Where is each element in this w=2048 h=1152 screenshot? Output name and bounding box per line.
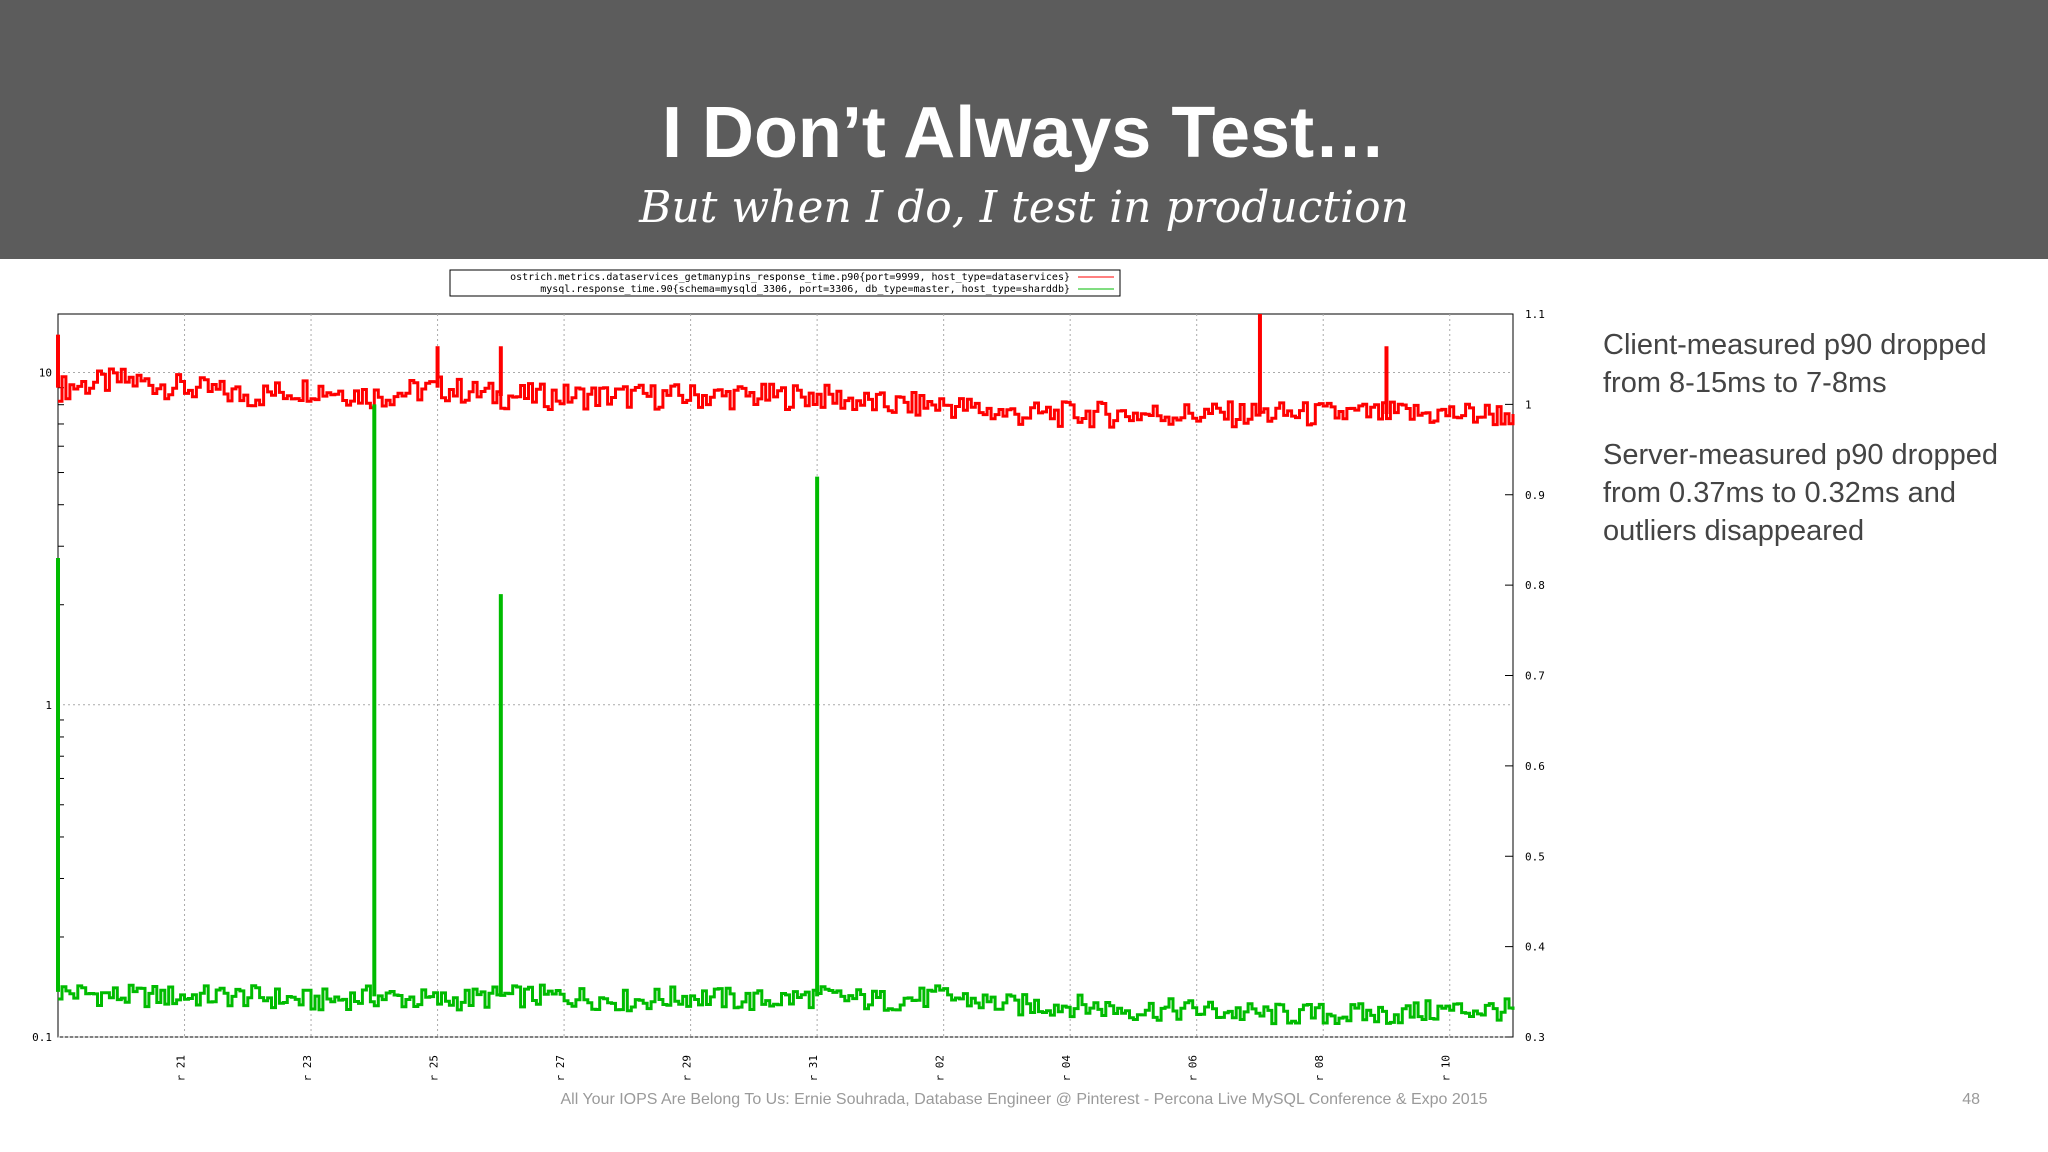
x-tick-label: Apr 02	[934, 1055, 947, 1082]
slide-title: I Don’t Always Test…	[661, 93, 1387, 173]
slide-header: I Don’t Always Test… But when I do, I te…	[0, 0, 2048, 259]
x-tick-label: Mar 23	[301, 1055, 314, 1082]
x-tick-label: Mar 27	[554, 1055, 567, 1082]
slide-notes: Client-measured p90 dropped from 8-15ms …	[1603, 326, 2043, 584]
y-right-tick-label: 1.1	[1525, 308, 1545, 321]
y-right-tick-label: 0.8	[1525, 579, 1545, 592]
chart-legend: ostrich.metrics.dataservices_getmanypins…	[449, 269, 1121, 297]
y-left-tick-label: 1	[45, 699, 52, 712]
y-right-tick-label: 0.3	[1525, 1031, 1545, 1044]
x-tick-label: Mar 21	[175, 1055, 188, 1082]
note-server-p90: Server-measured p90 dropped from 0.37ms …	[1603, 439, 1998, 547]
x-tick-label: Apr 06	[1187, 1055, 1200, 1082]
y-right-tick-label: 1	[1525, 398, 1532, 411]
legend-box	[449, 269, 1121, 297]
y-left-tick-label: 0.1	[32, 1031, 52, 1044]
y-right-tick-label: 0.5	[1525, 850, 1545, 863]
y-right-tick-label: 0.9	[1525, 489, 1545, 502]
x-tick-label: Apr 10	[1440, 1055, 1453, 1082]
x-tick-label: Apr 08	[1313, 1055, 1326, 1082]
x-tick-label: Mar 29	[681, 1055, 694, 1082]
x-tick-label: Apr 04	[1060, 1055, 1073, 1082]
x-tick-label: Mar 25	[428, 1055, 441, 1082]
y-right-tick-label: 0.6	[1525, 760, 1545, 773]
page-number: 48	[1962, 1091, 1980, 1108]
chart-ticks: Mar 21 Mar 23 Mar 25 Mar 27 Mar 29 Mar 31 Apr …	[32, 308, 1545, 1082]
slide-subtitle: But when I do, I test in production	[639, 182, 1409, 233]
y-left-tick-label: 10	[39, 367, 52, 380]
legend-entry-server-p90: mysql.response_time.90{schema=mysqld_330…	[540, 284, 1070, 295]
y-right-tick-label: 0.4	[1525, 941, 1545, 954]
chart-grid	[58, 314, 1513, 1038]
series-line-0	[58, 367, 1515, 429]
x-tick-label: Mar 31	[807, 1055, 820, 1082]
note-client-p90: Client-measured p90 dropped from 8-15ms …	[1603, 329, 1987, 399]
slide-footer: All Your IOPS Are Belong To Us: Ernie So…	[560, 1091, 1488, 1108]
chart-series	[56, 314, 1515, 1026]
y-right-tick-label: 0.7	[1525, 670, 1545, 683]
series-line-1	[58, 983, 1515, 1026]
legend-entry-client-p90: ostrich.metrics.dataservices_getmanypins…	[510, 272, 1070, 283]
plot-frame	[57, 313, 1514, 1038]
response-time-chart: Mar 21 Mar 23 Mar 25 Mar 27 Mar 29 Mar 31 Apr …	[32, 269, 1545, 1082]
